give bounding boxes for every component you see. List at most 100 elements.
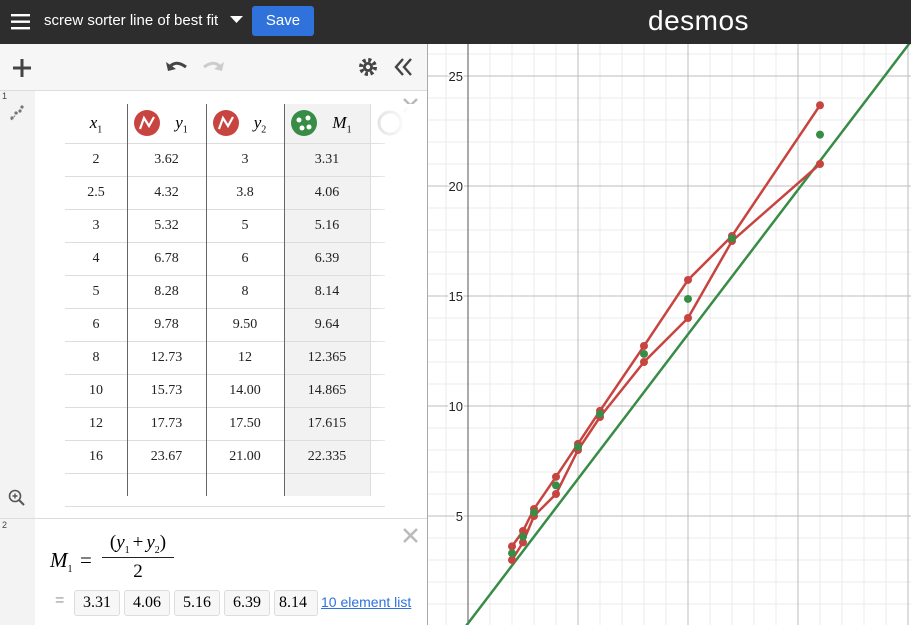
table-cell: 12 [89,416,103,431]
table-cell: 5 [241,218,249,233]
table-cell: 12.365 [307,350,347,365]
column-shade [284,104,370,496]
column-line [284,104,285,496]
icon-glyph [306,124,312,130]
series-line [510,163,821,561]
data-point [816,160,824,168]
y-tick-label: 25 [449,69,463,84]
table-cell: 5.32 [154,218,179,233]
data-point [552,481,560,490]
data-point [519,526,527,535]
variable: M [332,113,347,132]
delete-button[interactable] [402,527,419,544]
table-cell: 6 [92,317,100,332]
y-tick-label: 5 [456,509,463,524]
row-line [65,341,385,342]
data-point [816,130,824,139]
table-cell: 2.5 [87,185,105,200]
data-point [684,275,692,284]
subscript: 1 [97,124,103,136]
add-button[interactable] [12,58,32,78]
row-line [65,440,385,441]
result-equals: = [55,592,65,609]
table-cell: 17.50 [229,416,261,431]
series-line [510,104,822,548]
subscript: 1 [346,124,352,136]
data-point [684,314,692,322]
table-cell: 14.00 [229,383,261,398]
data-point [530,508,538,517]
y-tick-label: 15 [449,289,463,304]
data-point [552,490,560,498]
logo: desmos [648,5,750,36]
collapse-button[interactable] [394,58,414,76]
subscript: 2 [261,124,267,136]
undo-button[interactable] [165,56,189,76]
data-point [508,556,516,564]
row-line [65,374,385,375]
table-cell: 5 [92,284,100,299]
table-cell: 21.00 [229,449,261,464]
element-list-link[interactable]: 10 element list [321,594,412,610]
zoom-icon[interactable] [8,489,26,507]
row-line [65,473,385,474]
data-point [640,358,648,366]
graph-title[interactable]: screw sorter line of best fit [44,12,219,29]
table-cell: 8 [241,284,249,299]
row-line [65,407,385,408]
table-cell: 22.335 [307,449,347,464]
row-line [65,143,385,144]
graph[interactable]: 5 10 15 20 25 [428,44,911,625]
table-cell: 4.32 [154,185,179,200]
data-point [508,542,516,551]
menu-icon[interactable] [11,13,31,31]
table-cell: 14.865 [307,383,347,398]
table-cell: 3.62 [154,152,179,167]
table-cell: 23.67 [150,449,183,464]
subscript: 1 [67,564,73,576]
table-cell: 4.06 [314,185,340,200]
result-item: 4.06 [124,590,170,616]
data-point [684,294,692,303]
data-point [728,234,736,243]
table-cell: 8.28 [154,284,179,299]
operator: ( [109,532,117,553]
settings-button[interactable] [358,57,378,77]
variable: M [50,548,68,572]
subscript: 1 [124,544,130,556]
data-point [508,549,516,558]
subscript: 1 [182,124,188,136]
table-icon [10,105,25,121]
y-tick-label: 10 [449,399,463,414]
result-item: 5.16 [174,590,220,616]
icon-glyph [305,115,311,121]
table-cell: 5.16 [314,218,340,233]
row-line [65,209,385,210]
save-button[interactable]: Save [252,6,314,36]
table-cell: 16 [89,449,103,464]
numerator: (y1 + y2) [102,532,174,558]
operator: ) [159,532,167,553]
data-point [816,101,824,110]
redo-button[interactable] [201,56,225,76]
table-cell: 8.14 [314,284,340,299]
row-line [65,242,385,243]
title-caret[interactable] [230,16,244,24]
icon-glyph [296,117,302,123]
row-line [65,176,385,177]
table-cell: 3.8 [236,185,254,200]
graph-background [428,44,911,625]
table-cell: 6.78 [154,251,179,266]
data-point [552,472,560,481]
data-point [640,349,648,358]
row-line [65,275,385,276]
icon-circle [291,110,317,136]
row-line [65,308,385,309]
row-line [65,506,385,507]
top-bar: screw sorter line of best fit Save desmo… [0,0,911,44]
formula-equals: = [80,548,92,572]
table-cell: 9.64 [314,317,340,332]
variable: y [116,532,125,553]
denominator: 2 [133,561,143,582]
